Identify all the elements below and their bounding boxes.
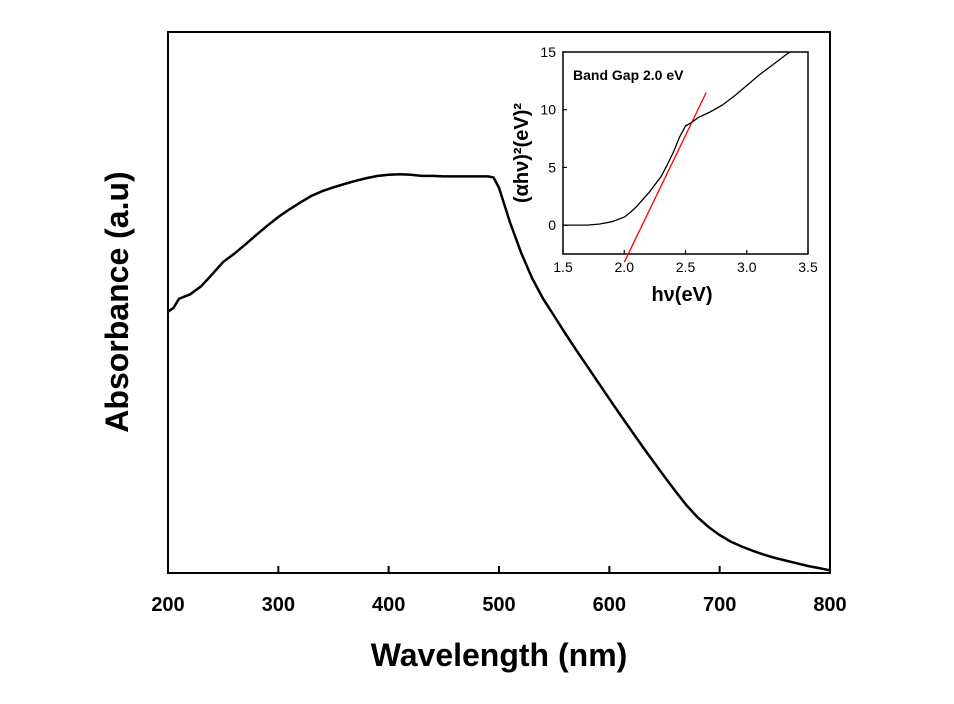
inset-x-tick-label: 2.5	[676, 259, 696, 275]
band-gap-fit-line	[623, 92, 707, 263]
main-chart: 200 300 400 500 600 700 800 Wavelength (nm) Ab…	[99, 31, 847, 673]
inset-x-tick-label: 3.5	[798, 259, 818, 275]
inset-y-tick-label: 0	[548, 217, 556, 233]
main-x-tick-label: 500	[482, 594, 515, 616]
main-x-ticks: 200 300 400 500 600 700 800	[151, 566, 847, 616]
main-x-tick-label: 400	[372, 594, 405, 616]
inset-chart: 1.5 2.0 2.5 3.0 3.5 0 5 10 15 Band Gap 2.0 eV h…	[511, 44, 818, 306]
inset-x-tick-label: 3.0	[737, 259, 757, 275]
main-x-tick-label: 600	[593, 594, 626, 616]
main-x-tick-label: 800	[813, 594, 846, 616]
main-x-tick-label: 700	[703, 594, 736, 616]
band-gap-annotation: Band Gap 2.0 eV	[573, 67, 684, 83]
inset-plot-frame	[562, 51, 809, 255]
inset-y-axis-title: (αhν)²(eV)²	[511, 103, 533, 203]
main-y-axis-title: Absorbance (a.u)	[99, 171, 135, 432]
inset-x-axis-title: hν(eV)	[651, 284, 712, 306]
main-x-tick-label: 200	[151, 594, 184, 616]
main-x-tick-label: 300	[262, 594, 295, 616]
inset-x-tick-label: 1.5	[553, 259, 573, 275]
tauc-curve	[563, 51, 790, 226]
inset-y-tick-label: 10	[540, 102, 556, 118]
inset-y-tick-label: 15	[540, 44, 556, 60]
inset-x-ticks: 1.5 2.0 2.5 3.0 3.5	[553, 250, 818, 275]
inset-y-tick-label: 5	[548, 159, 556, 175]
absorbance-curve	[167, 173, 831, 572]
inset-x-tick-label: 2.0	[615, 259, 635, 275]
main-x-axis-title: Wavelength (nm)	[371, 637, 628, 673]
inset-y-ticks: 0 5 10 15	[540, 44, 567, 233]
